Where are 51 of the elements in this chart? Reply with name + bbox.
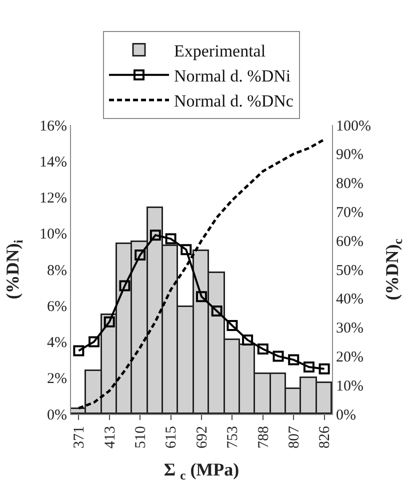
point — [272, 350, 284, 362]
x-tick-label: 753 — [225, 426, 242, 448]
point — [242, 334, 254, 346]
y-tick-label: 2% — [47, 371, 67, 388]
point — [303, 362, 314, 373]
y-tick-label: 16% — [40, 118, 67, 134]
point — [104, 316, 115, 328]
y2-tick-label: 20% — [336, 349, 364, 366]
x-tick-label: 615 — [164, 426, 180, 448]
y-tick-label: 0% — [47, 407, 67, 424]
x-tick-label: 413 — [102, 426, 118, 448]
point — [150, 230, 161, 241]
x-axis-title: Σ $_{c}$ (MPa) — [164, 460, 240, 482]
line-series — [77, 138, 326, 410]
legend-label: Experimental — [174, 41, 266, 60]
point — [119, 280, 130, 292]
y2-tick-label: 0% — [336, 407, 356, 424]
legend-label: Normal d. %DNc — [174, 92, 294, 111]
y-tick-label: 6% — [47, 298, 67, 315]
x-tick-label: 826 — [317, 426, 334, 448]
y-tick-label: 4% — [47, 335, 67, 351]
y2-tick-label: 70% — [336, 204, 364, 221]
x-tick-label: 692 — [194, 426, 210, 448]
point — [180, 244, 192, 256]
legend-label: Normal d. %DNi — [174, 66, 291, 86]
y-tick-label: 8% — [47, 262, 67, 279]
y2-tick-label: 100% — [336, 118, 371, 134]
point — [257, 343, 268, 354]
y2-tick-label: 60% — [336, 234, 364, 250]
point — [196, 291, 207, 302]
y2-tick-label: 90% — [336, 147, 364, 164]
point — [288, 354, 300, 366]
y-tick-label: 14% — [40, 154, 67, 170]
y2-tick-label: 30% — [336, 320, 364, 337]
y-tick-label: 12% — [40, 190, 67, 206]
y2-tick-label: 50% — [336, 262, 364, 279]
y2-tick-label: 10% — [336, 378, 364, 394]
x-tick-label: 788 — [256, 426, 272, 448]
point — [211, 306, 222, 317]
y2-tick-label: 40% — [336, 292, 364, 308]
x-tick-label: 371 — [72, 426, 88, 448]
x-tick-label: 510 — [132, 426, 149, 448]
point — [88, 336, 100, 348]
y2-tick-label: 80% — [336, 176, 364, 192]
point — [134, 250, 146, 261]
x-tick-label: 807 — [286, 426, 302, 448]
y-tick-label: 10% — [40, 226, 67, 243]
point — [165, 233, 176, 244]
point — [318, 363, 330, 374]
point — [226, 320, 238, 331]
point — [73, 345, 84, 356]
